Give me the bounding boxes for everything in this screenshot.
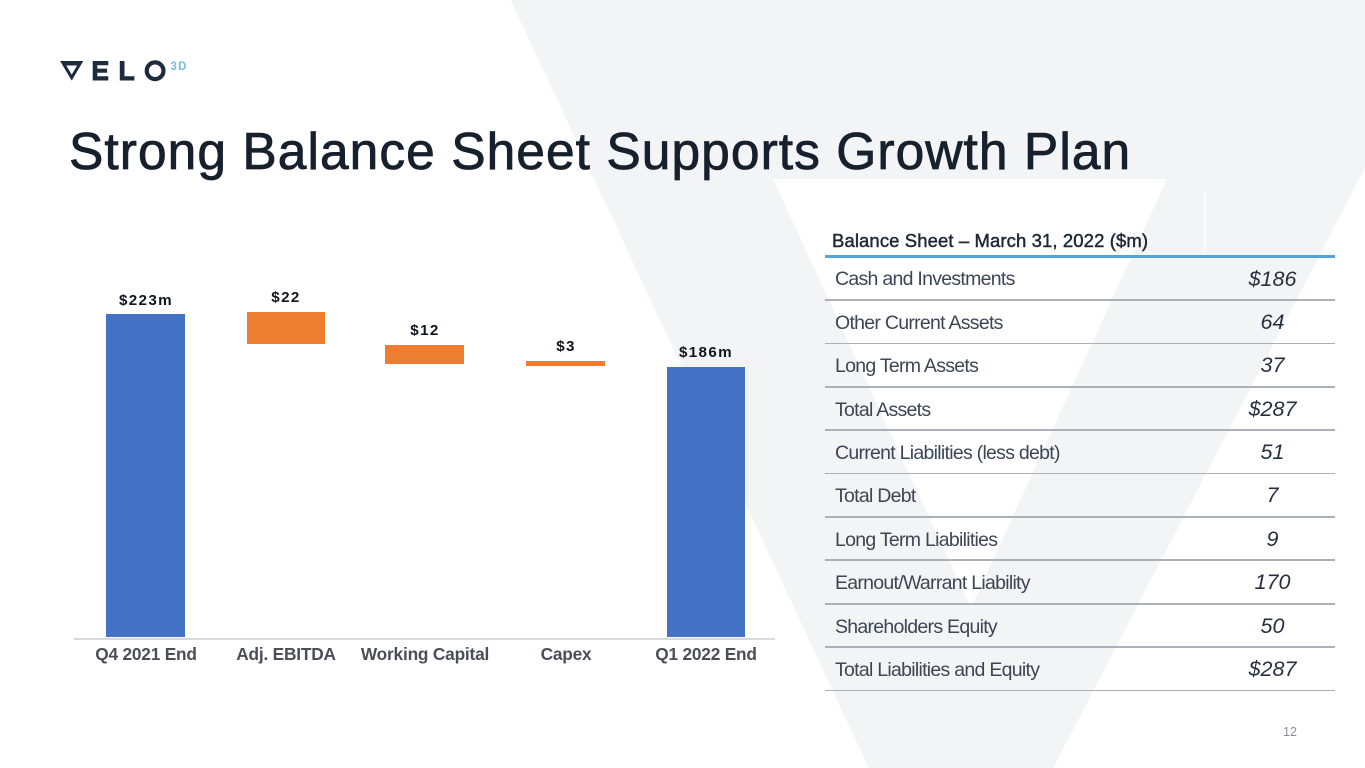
svg-text:3D: 3D bbox=[171, 61, 188, 73]
